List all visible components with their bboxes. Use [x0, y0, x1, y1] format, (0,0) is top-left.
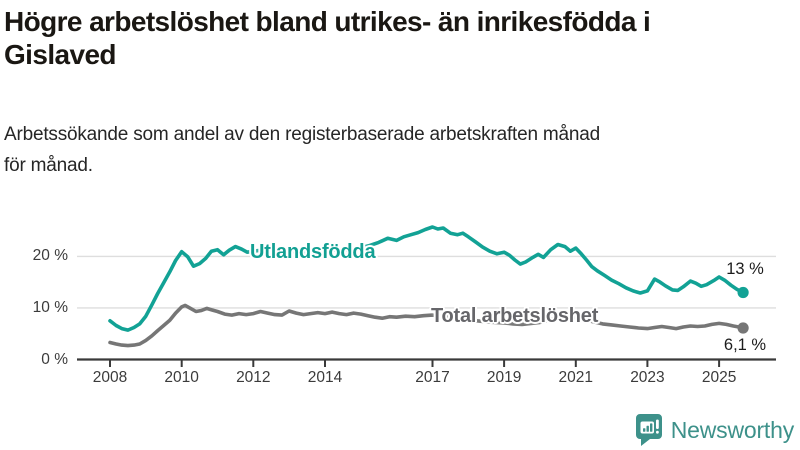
series-label-utlandsfodda: Utlandsfödda [250, 241, 376, 263]
end-value-total: 6,1 % [723, 336, 767, 354]
page-title: Högre arbetslöshet bland utrikes- än inr… [4, 5, 798, 71]
y-tick-label: 10 % [32, 298, 68, 316]
series-end-dot-utlandsfodda [737, 286, 749, 299]
x-tick-label: 2025 [701, 369, 737, 386]
x-axis [77, 358, 776, 367]
x-tick-label: 2010 [164, 369, 199, 386]
series-line-total [108, 303, 745, 348]
newsworthy-logo-icon [635, 414, 662, 446]
series-lines [108, 225, 749, 348]
page-title-line-2: Gislaved [4, 39, 117, 70]
x-tick-label: 2012 [236, 369, 271, 386]
end-value-utlandsfodda: 13 % [726, 260, 764, 278]
chart-subtitle-line-1: Arbetssökande som andel av den registerb… [4, 124, 601, 145]
x-tick-label: 2023 [630, 369, 665, 386]
chart-subtitle-line-2: för månad. [4, 155, 93, 176]
series-label-total: Total arbetslöshet [431, 305, 599, 327]
chart-subtitle: Arbetssökande som andel av den registerb… [4, 119, 774, 181]
x-tick-label: 2019 [486, 369, 522, 386]
gridlines [77, 255, 776, 309]
y-tick-label: 20 % [32, 247, 68, 265]
x-tick-label: 2014 [307, 369, 343, 386]
x-tick-label: 2021 [558, 369, 594, 386]
x-tick-label: 2008 [92, 369, 128, 386]
series-end-dot-total [737, 322, 749, 334]
newsworthy-logo-text: Newsworthy [670, 416, 794, 443]
x-tick-label: 2017 [415, 369, 450, 386]
newsworthy-logo[interactable]: Newsworthy [635, 412, 794, 448]
series-line-utlandsfodda [108, 225, 745, 332]
y-tick-label: 0 % [41, 350, 68, 368]
page-title-line-1: Högre arbetslöshet bland utrikes- än inr… [4, 6, 651, 37]
